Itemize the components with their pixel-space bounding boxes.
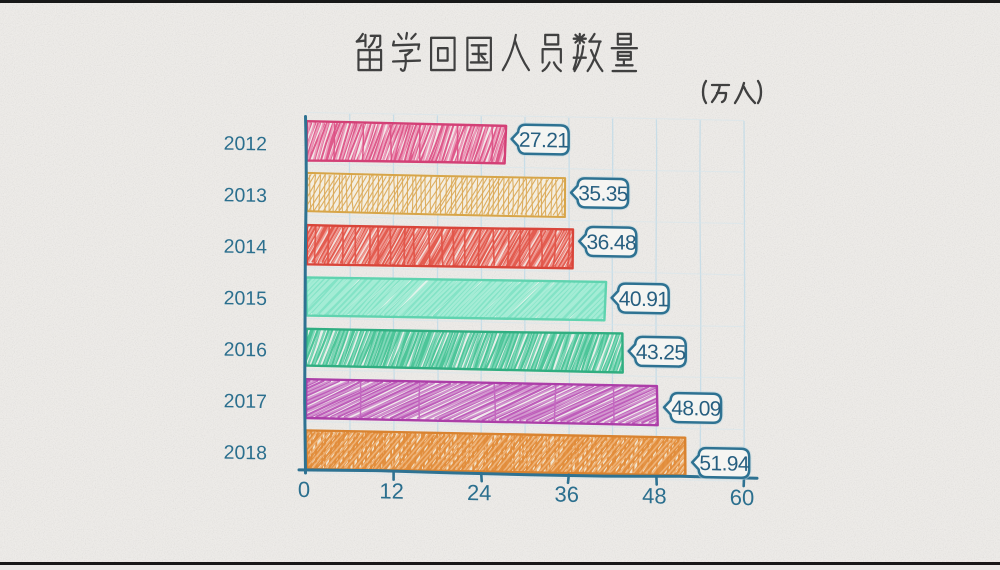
svg-text:2012: 2012: [224, 133, 267, 156]
svg-text:27.21: 27.21: [519, 129, 569, 153]
svg-text:2013: 2013: [224, 184, 267, 207]
svg-text:43.25: 43.25: [636, 341, 686, 365]
svg-text:36: 36: [555, 482, 579, 507]
svg-text:2018: 2018: [224, 442, 267, 465]
svg-text:51.94: 51.94: [699, 452, 749, 476]
svg-text:2015: 2015: [224, 287, 268, 310]
svg-text:36.48: 36.48: [587, 231, 637, 255]
svg-text:40.91: 40.91: [619, 288, 669, 312]
svg-text:24: 24: [467, 480, 491, 505]
svg-text:2017: 2017: [224, 390, 267, 413]
svg-text:35.35: 35.35: [578, 182, 628, 206]
svg-text:60: 60: [730, 485, 754, 510]
svg-text:48: 48: [642, 483, 666, 508]
svg-text:12: 12: [379, 478, 403, 503]
svg-text:2014: 2014: [224, 236, 268, 259]
svg-text:48.09: 48.09: [671, 397, 721, 421]
svg-text:2016: 2016: [224, 339, 267, 362]
svg-text:0: 0: [298, 477, 310, 502]
